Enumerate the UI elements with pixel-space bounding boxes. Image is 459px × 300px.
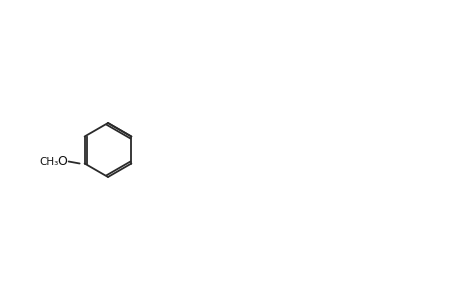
Text: O: O	[57, 155, 67, 168]
Text: CH₃: CH₃	[39, 157, 58, 166]
